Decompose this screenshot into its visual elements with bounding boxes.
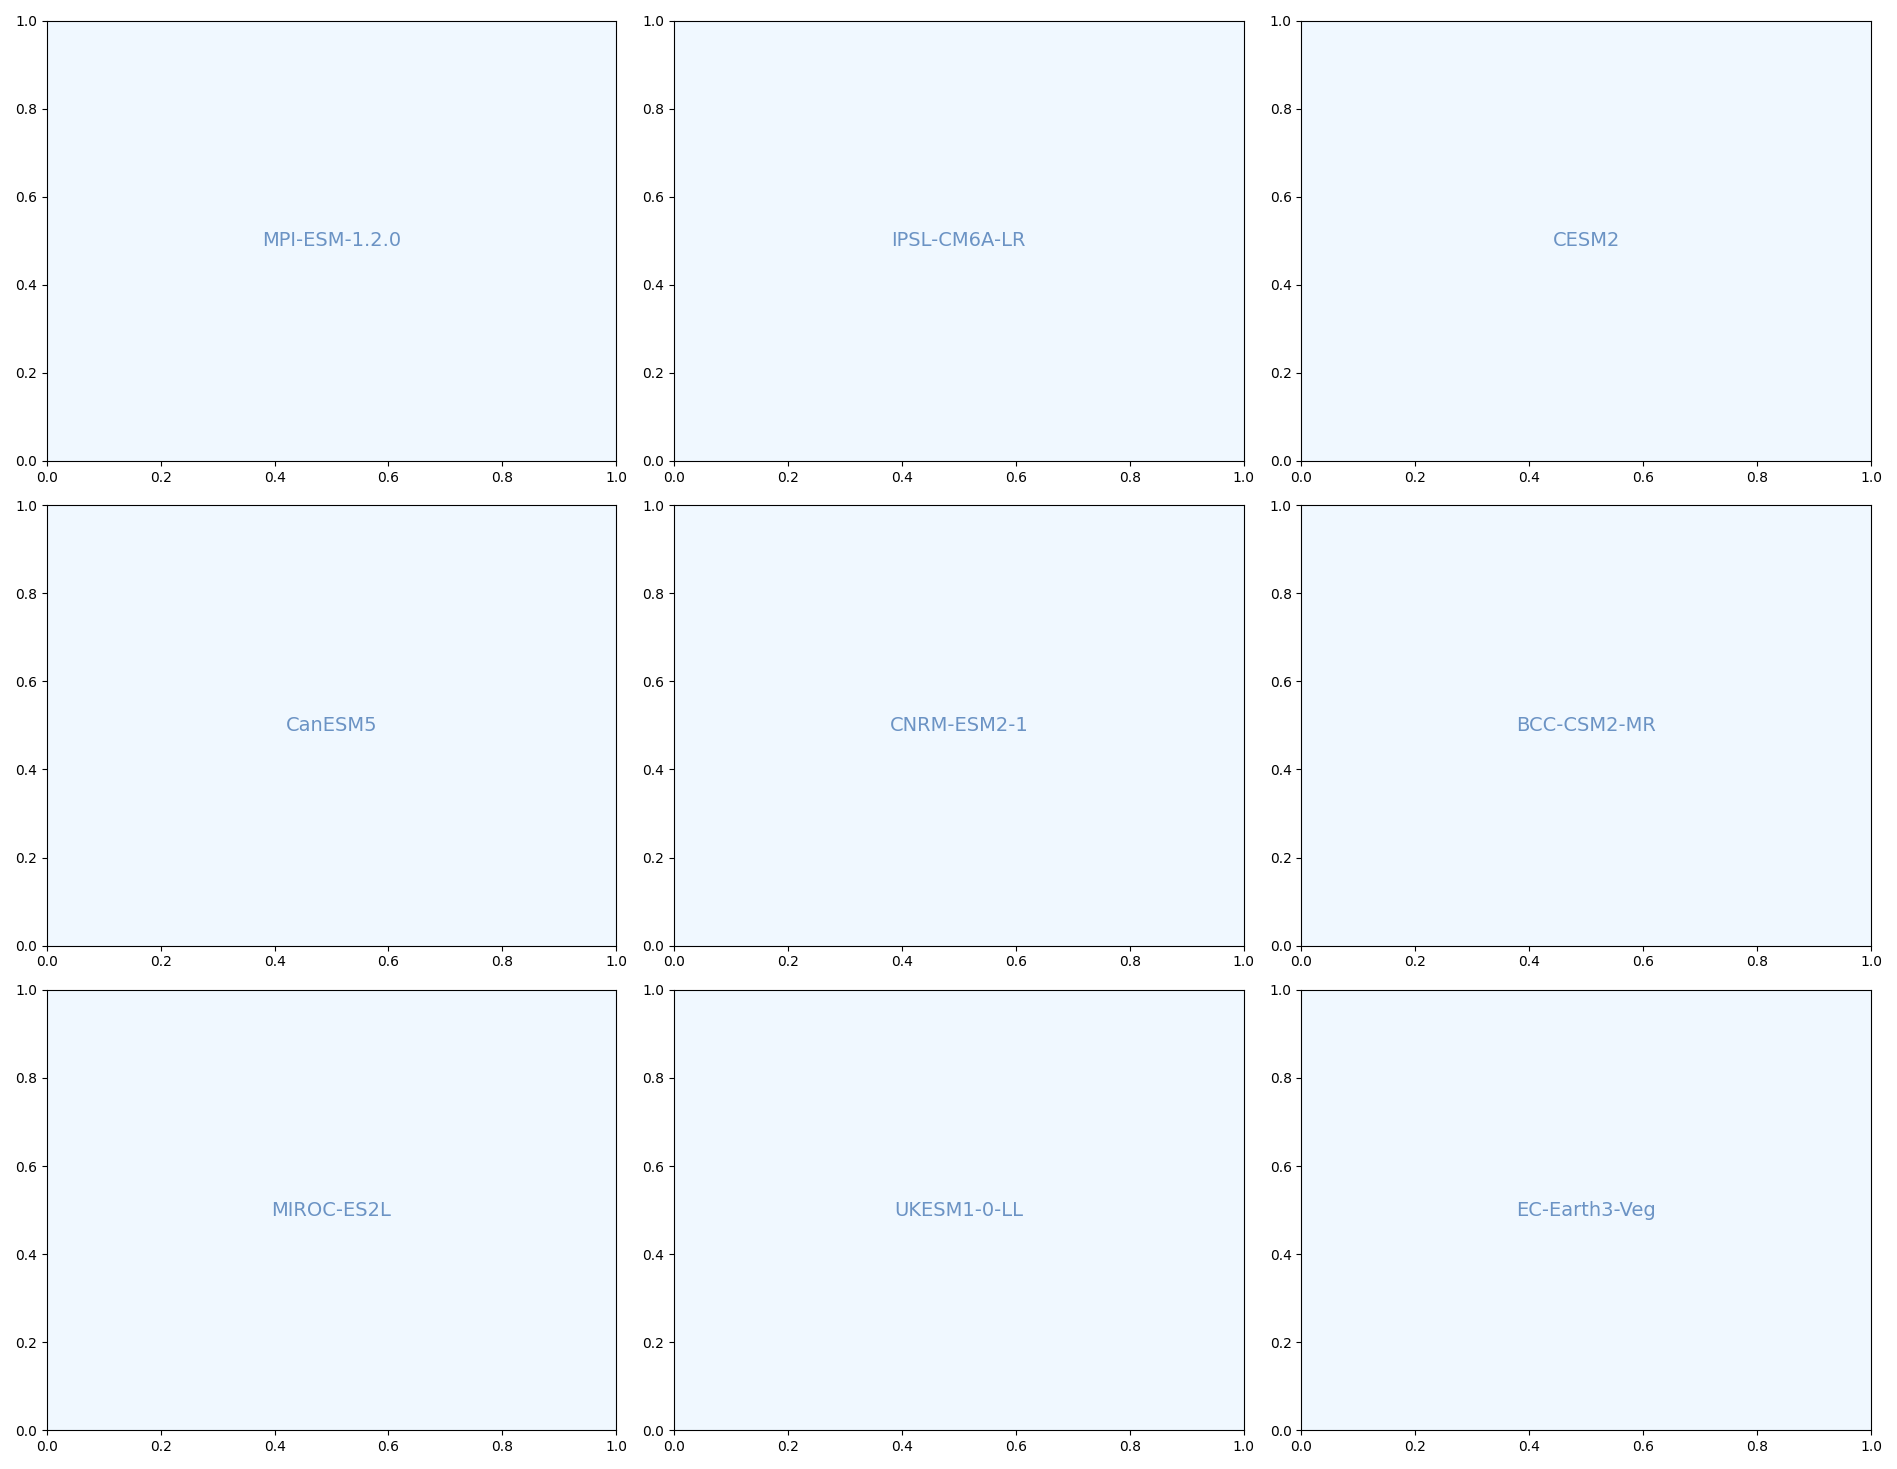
- Text: IPSL-CM6A-LR: IPSL-CM6A-LR: [892, 231, 1026, 250]
- Text: CanESM5: CanESM5: [286, 715, 378, 734]
- Text: MPI-ESM-1.2.0: MPI-ESM-1.2.0: [262, 231, 400, 250]
- Text: CESM2: CESM2: [1552, 231, 1620, 250]
- Text: MIROC-ES2L: MIROC-ES2L: [271, 1200, 391, 1219]
- Text: EC-Earth3-Veg: EC-Earth3-Veg: [1516, 1200, 1656, 1219]
- Text: UKESM1-0-LL: UKESM1-0-LL: [893, 1200, 1022, 1219]
- Text: BCC-CSM2-MR: BCC-CSM2-MR: [1516, 715, 1656, 734]
- Text: CNRM-ESM2-1: CNRM-ESM2-1: [890, 715, 1028, 734]
